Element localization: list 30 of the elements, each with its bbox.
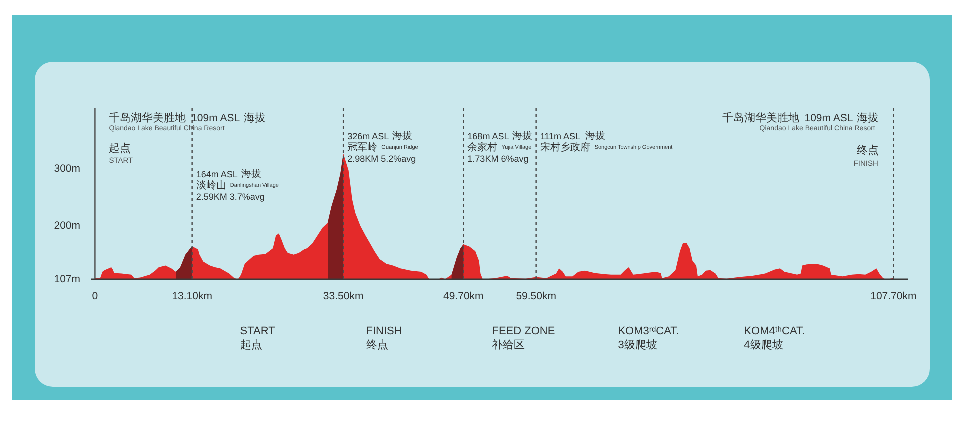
annotation: 2.59KM 3.7%avg bbox=[196, 192, 265, 202]
x-tick-label: 0 bbox=[92, 290, 98, 302]
text: KOM4ᵗʰCAT. bbox=[744, 326, 806, 338]
annotation: 2.98KM 5.2%avg bbox=[348, 154, 416, 164]
x-tick-label: 59.50km bbox=[516, 290, 557, 302]
text: 终点 bbox=[366, 338, 388, 352]
y-tick-label: 300m bbox=[54, 162, 81, 175]
x-tick-label: 33.50km bbox=[323, 290, 364, 302]
y-tick-label: 200m bbox=[54, 220, 81, 232]
text: START bbox=[240, 326, 276, 338]
annotation: 终点 bbox=[857, 144, 880, 157]
annotation: 164m ASL 海拔 bbox=[196, 168, 262, 180]
annotation: 326m ASL 海拔 bbox=[348, 130, 413, 142]
annotation: 千岛湖华美胜地 109m ASL 海拔 bbox=[109, 111, 266, 124]
annotation: 千岛湖华美胜地 109m ASL 海拔 bbox=[722, 111, 880, 124]
annotation: 168m ASL 海拔 bbox=[468, 130, 533, 142]
x-tick-label: 49.70km bbox=[444, 290, 484, 302]
text: 3级爬坡 bbox=[618, 338, 658, 352]
text: FEED ZONE bbox=[492, 326, 556, 338]
x-tick-label: 13.10km bbox=[172, 290, 213, 302]
text: 起点 bbox=[240, 338, 262, 352]
annotation: 111m ASL 海拔 bbox=[540, 130, 606, 142]
annotation: 1.73KM 6%avg bbox=[468, 154, 529, 164]
y-tick-label: 107m bbox=[54, 274, 81, 286]
text: 4级爬坡 bbox=[744, 338, 784, 352]
text: KOM3ʳᵈCAT. bbox=[618, 326, 680, 338]
annotation: 起点 bbox=[109, 142, 132, 156]
x-tick-label: 107.70km bbox=[870, 290, 917, 302]
text: FINISH bbox=[366, 326, 402, 338]
text: 补给区 bbox=[492, 338, 526, 352]
